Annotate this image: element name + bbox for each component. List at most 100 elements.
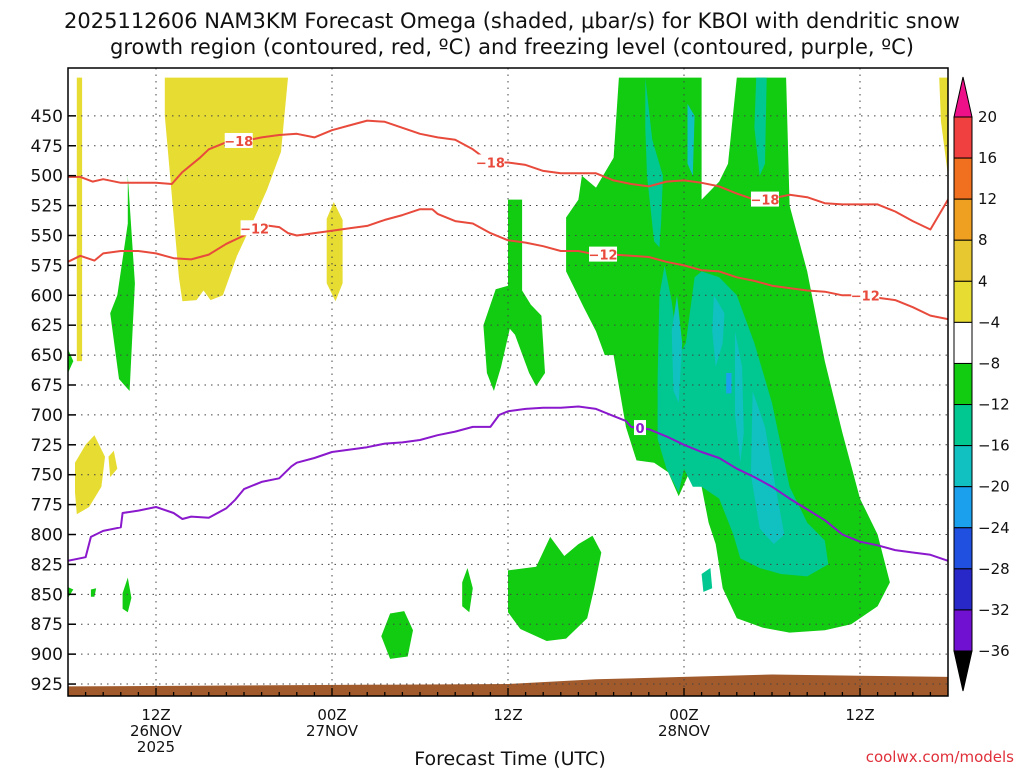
contour-label-bg <box>634 420 646 436</box>
shade-yellow-lower-left2 <box>108 450 118 478</box>
terrain <box>68 674 948 696</box>
shade-cyan-c <box>735 331 744 463</box>
contour-labels: −18 −18 −18 −12 −12 −12 0 <box>224 132 880 437</box>
contour-label-isotherm_neg18: −18 <box>750 194 779 209</box>
shade-yellow-mid <box>326 202 343 302</box>
colorbar-label: 8 <box>978 231 988 249</box>
colorbar-label: −24 <box>978 519 1010 537</box>
shade-green-mid2 <box>462 568 473 613</box>
contour-label-isotherm_neg18: −18 <box>476 156 505 171</box>
colorbar: 20 16 12 8 4 −4 −8 −12 −16 −20 −24 −28 −32 −36 <box>953 76 1010 692</box>
y-tick-label: 675 <box>31 376 63 396</box>
shade-green-mid4 <box>483 199 545 391</box>
shade-teal-left <box>645 77 663 248</box>
y-tick-label: 500 <box>31 167 63 187</box>
y-tick-label: 575 <box>31 256 63 276</box>
shade-cyan-d <box>750 391 785 545</box>
contour-isotherm_neg12 <box>68 208 948 321</box>
colorbar-label: 20 <box>978 108 997 126</box>
colorbar-band <box>953 445 973 488</box>
colorbar-label: −16 <box>978 437 1010 455</box>
contour-label-bg <box>224 132 253 148</box>
y-tick-label: 475 <box>31 137 63 157</box>
colorbar-label: −8 <box>978 354 1000 372</box>
y-tick-label: 750 <box>31 466 63 486</box>
shade-teal-top <box>754 77 767 176</box>
y-tick-label: 525 <box>31 197 63 217</box>
colorbar-label: −4 <box>978 313 1000 331</box>
plot-area: −18 −18 −18 −12 −12 −12 0 <box>67 67 949 697</box>
colorbar-label: −12 <box>978 396 1010 414</box>
contour-label-bg <box>750 191 779 207</box>
colorbar-band <box>953 157 973 200</box>
contour-label-bg <box>476 154 505 170</box>
colorbar-band <box>953 239 973 282</box>
colorbar-band <box>953 527 973 570</box>
x-tick-label: 28NOV <box>658 722 711 740</box>
contour-label-isotherm_neg12: −12 <box>851 289 880 304</box>
colorbar-bottom-arrow <box>953 650 973 692</box>
shade-teal-bottom-spot <box>701 568 713 592</box>
colorbar-band <box>953 404 973 447</box>
colorbar-top-arrow <box>953 76 973 118</box>
shade-green-left-dot1 <box>68 587 74 598</box>
colorbar-label: −32 <box>978 601 1010 619</box>
shade-cyan-a <box>671 295 683 403</box>
y-tick-label: 625 <box>31 316 63 336</box>
y-tick-label: 725 <box>31 436 63 456</box>
shade-blue-spot <box>726 373 732 394</box>
terrain-fill <box>68 674 948 696</box>
x-tick-label: 12Z <box>845 706 874 724</box>
x-axis-label: Forecast Time (UTC) <box>414 748 605 768</box>
shade-yellow-lower-left <box>75 435 105 515</box>
contour-label-isotherm_neg12: −12 <box>240 222 269 237</box>
colorbar-band <box>953 568 973 611</box>
y-tick-label: 875 <box>31 615 63 635</box>
contour-freezing_level <box>68 405 948 562</box>
colorbar-label: 12 <box>978 190 997 208</box>
shade-yellow-right <box>939 77 948 176</box>
y-tick-label: 775 <box>31 496 63 516</box>
x-tick-label: 00Z <box>317 706 346 724</box>
shade-yellow-main <box>164 77 288 302</box>
contour-label-bg <box>589 246 618 262</box>
contour-label-isotherm_neg18: −18 <box>224 135 253 150</box>
y-tick-label: 700 <box>31 406 63 426</box>
contour-label-bg <box>240 220 269 236</box>
colorbar-label: −20 <box>978 478 1010 496</box>
y-tick-label: 900 <box>31 645 63 665</box>
x-tick-label: 27NOV <box>306 722 359 740</box>
colorbar-label: 16 <box>978 149 997 167</box>
contour-label-isotherm_neg12: −12 <box>589 249 618 264</box>
y-tick-label: 925 <box>31 675 63 695</box>
colorbar-label: −36 <box>978 642 1010 660</box>
y-tick-label: 800 <box>31 526 63 546</box>
contour-label-bg <box>851 287 880 303</box>
colorbar-label: 4 <box>978 272 988 290</box>
colorbar-band <box>953 486 973 529</box>
shade-green-left-tall <box>110 175 135 391</box>
x-tick-label: 26NOV <box>130 722 183 740</box>
y-tick-label: 850 <box>31 585 63 605</box>
colorbar-band <box>953 362 973 406</box>
y-tick-label: 600 <box>31 286 63 306</box>
x-tick-label: 12Z <box>141 706 170 724</box>
colorbar-band <box>953 321 973 364</box>
x-tick-label: 00Z <box>669 706 698 724</box>
shade-green-mid1 <box>381 611 413 659</box>
y-tick-label: 550 <box>31 226 63 246</box>
x-tick-label: 12Z <box>493 706 522 724</box>
y-axis: 450 475 500 525 550 575 600 625 650 675 700 725 750 7… <box>31 107 76 695</box>
shade-cyan-e <box>687 103 695 176</box>
y-tick-label: 825 <box>31 555 63 575</box>
shade-cyan-b <box>712 295 725 367</box>
colorbar-label: −28 <box>978 560 1010 578</box>
colorbar-band <box>953 116 973 159</box>
shade-green-mid3 <box>508 535 602 641</box>
colorbar-band <box>953 609 973 652</box>
shade-green-left-dot2 <box>90 588 97 597</box>
omega-shading <box>68 77 948 659</box>
y-tick-label: 650 <box>31 346 63 366</box>
